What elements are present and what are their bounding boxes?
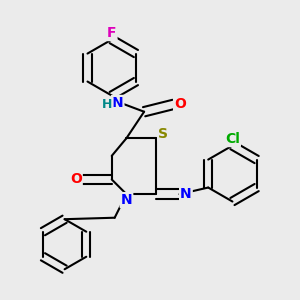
Text: N: N bbox=[180, 187, 192, 201]
Text: N: N bbox=[121, 193, 132, 207]
Text: H: H bbox=[102, 98, 112, 111]
Text: O: O bbox=[174, 98, 186, 111]
Text: O: O bbox=[70, 172, 82, 186]
Text: S: S bbox=[158, 127, 168, 141]
Text: N: N bbox=[112, 96, 123, 110]
Text: Cl: Cl bbox=[225, 132, 240, 146]
Text: F: F bbox=[107, 26, 116, 40]
